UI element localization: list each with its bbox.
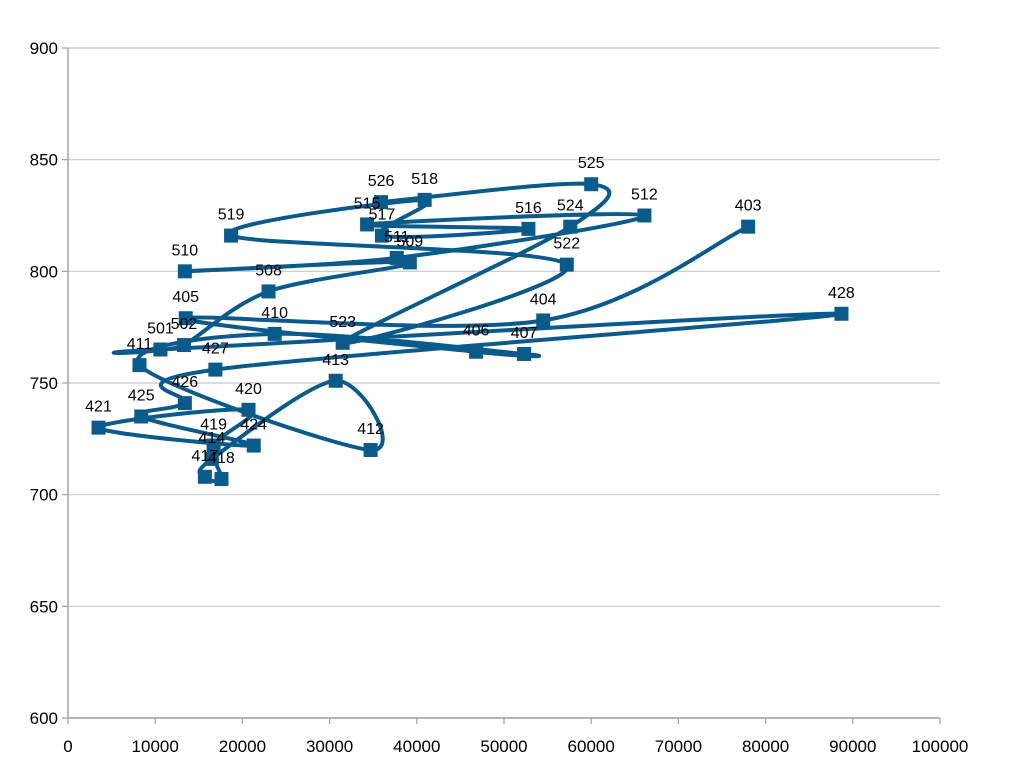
axis-layer: 600 650 700 750 800 850 900 0 10000 20000 30000 400…: [30, 39, 969, 756]
data-point-marker: [214, 472, 229, 487]
data-point-label: 502: [171, 316, 198, 333]
data-point-marker: [360, 217, 375, 232]
data-point-label: 526: [368, 173, 395, 190]
x-tick-label: 30000: [306, 737, 353, 756]
data-point-label: 511: [384, 229, 410, 246]
data-point-label: 510: [171, 242, 198, 259]
data-point-label: 414: [199, 430, 226, 447]
data-point-label: 419: [200, 417, 227, 434]
data-point-marker: [637, 208, 652, 223]
data-point-label: 426: [171, 374, 198, 391]
data-point-marker: [741, 219, 756, 234]
data-point-label: 516: [515, 200, 542, 217]
data-point-marker: [374, 195, 389, 210]
data-point-marker: [517, 346, 532, 361]
data-point-label: 518: [411, 171, 438, 188]
x-tick-label: 0: [63, 737, 72, 756]
grid-layer: [68, 47, 940, 719]
data-point-label: 420: [235, 381, 262, 398]
data-point-marker: [834, 306, 849, 321]
data-point-marker: [204, 451, 219, 466]
data-point-marker: [335, 335, 350, 350]
data-point-label: 509: [396, 233, 423, 250]
data-point-label: 413: [322, 352, 349, 369]
data-point-marker: [176, 338, 191, 353]
data-point-marker: [177, 396, 192, 411]
x-tick-label: 70000: [655, 737, 702, 756]
data-point-label: 525: [578, 155, 605, 172]
data-point-label: 404: [530, 291, 557, 308]
data-point-label: 517: [369, 207, 396, 224]
y-tick-label: 650: [30, 597, 58, 616]
data-point-label: 405: [172, 289, 199, 306]
data-point-marker: [417, 192, 432, 207]
data-point-marker: [563, 219, 578, 234]
data-point-marker: [559, 257, 574, 272]
marker-layer: [91, 177, 849, 487]
data-point-marker: [197, 469, 212, 484]
data-point-marker: [224, 228, 239, 243]
x-tick-label: 50000: [480, 737, 527, 756]
data-point-marker: [389, 250, 404, 265]
data-point-label: 403: [735, 198, 762, 215]
data-point-marker: [402, 255, 417, 270]
y-tick-label: 750: [30, 374, 58, 393]
data-point-label: 512: [631, 187, 658, 204]
data-point-label: 427: [202, 341, 229, 358]
data-point-marker: [206, 438, 221, 453]
x-tick-label: 20000: [219, 737, 266, 756]
data-point-label: 524: [557, 198, 584, 215]
x-tick-label: 90000: [829, 737, 876, 756]
data-point-label: 519: [218, 207, 245, 224]
data-point-marker: [374, 228, 389, 243]
x-tick-label: 100000: [912, 737, 969, 756]
data-point-marker: [91, 420, 106, 435]
data-point-marker: [328, 373, 343, 388]
data-point-marker: [134, 409, 149, 424]
data-point-marker: [267, 326, 282, 341]
data-point-label: 407: [511, 325, 538, 342]
y-tick-label: 600: [30, 709, 58, 728]
data-point-marker: [363, 443, 378, 457]
data-point-marker: [153, 342, 168, 357]
data-point-marker: [246, 438, 261, 453]
data-point-label: 523: [329, 314, 356, 331]
data-point-label: 418: [208, 450, 235, 467]
data-point-marker: [178, 311, 193, 326]
x-tick-label: 80000: [742, 737, 789, 756]
data-point-label: 406: [463, 323, 490, 340]
data-point-label: 410: [261, 305, 288, 322]
y-tick-label: 800: [30, 262, 58, 281]
data-point-marker: [536, 313, 551, 328]
data-point-marker: [521, 221, 536, 236]
data-point-label: 501: [147, 321, 174, 338]
data-point-label: 508: [255, 262, 282, 279]
x-tick-label: 40000: [393, 737, 440, 756]
data-point-marker: [177, 264, 192, 279]
data-point-label: 425: [128, 388, 155, 405]
data-point-marker: [261, 284, 276, 299]
data-point-marker: [241, 402, 256, 417]
data-point-label: 412: [357, 421, 384, 438]
y-tick-label: 900: [30, 39, 58, 58]
data-point-label: 522: [553, 236, 580, 253]
y-tick-label: 700: [30, 486, 58, 505]
data-point-marker: [469, 344, 484, 359]
data-point-marker: [208, 362, 223, 377]
data-point-label: 411: [127, 336, 153, 353]
data-point-label: 428: [828, 285, 855, 302]
data-point-label: 515: [354, 195, 381, 212]
data-point-label: 421: [85, 399, 112, 416]
data-point-marker: [584, 177, 599, 192]
data-point-label: 417: [192, 448, 219, 465]
y-tick-label: 850: [30, 151, 58, 170]
x-tick-label: 10000: [132, 737, 179, 756]
data-point-label: 424: [240, 417, 267, 434]
x-tick-label: 60000: [568, 737, 615, 756]
data-point-marker: [132, 358, 147, 373]
